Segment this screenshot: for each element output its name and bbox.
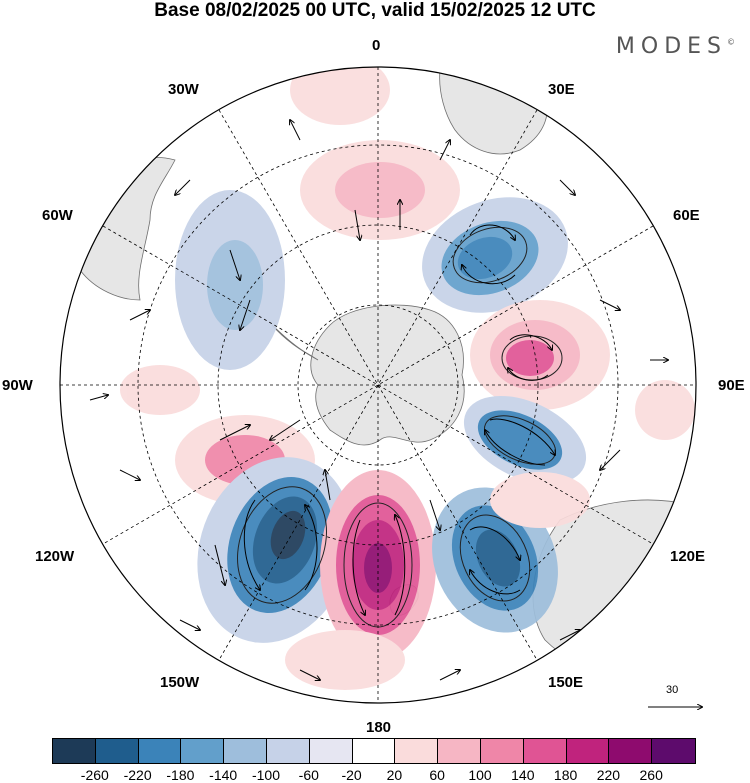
wind-vector (395, 515, 406, 616)
colorbar-segment (352, 739, 396, 763)
colorbar-segment (609, 739, 653, 763)
colorbar-tick-label: -180 (166, 767, 195, 783)
modes-logo: MODES© (616, 34, 735, 59)
wind-vector (119, 469, 140, 480)
lon-label-180: 180 (366, 719, 392, 736)
colorbar-tick-label: -220 (123, 767, 152, 783)
wind-vector (179, 619, 200, 630)
wind-vector (470, 570, 521, 595)
colorbar-tick-label: -140 (209, 767, 238, 783)
wind-vector (299, 669, 320, 680)
colorbar-segment (224, 739, 267, 763)
wind-vector (485, 430, 546, 466)
copyright-mark: © (727, 37, 735, 47)
colorbar-tick-label: 60 (429, 767, 445, 783)
colorbar-segment (566, 739, 610, 763)
wind-vector (559, 630, 580, 641)
wind-vector (290, 120, 301, 141)
wind-vector (305, 505, 318, 591)
colorbar-segment (395, 739, 439, 763)
wind-vector (599, 299, 620, 310)
colorbar-segment (309, 739, 353, 763)
colorbar-segment (480, 739, 524, 763)
colorbar-tick-label: 180 (553, 767, 578, 783)
wind-vector (600, 449, 621, 470)
colorbar-tick-label: 140 (511, 767, 535, 783)
colorbar-segment (53, 739, 96, 763)
colorbar-tick-label: 20 (386, 767, 403, 783)
wind-vector (469, 526, 520, 560)
wind-vector (214, 544, 225, 585)
wind-vector (325, 470, 331, 501)
lon-label-60w: 60W (42, 207, 73, 224)
wind-vector (559, 179, 575, 195)
wind-vector (489, 418, 555, 455)
wind-vector (89, 395, 108, 401)
colorbar (52, 738, 696, 764)
wind-vector (354, 209, 360, 240)
graticule (60, 67, 696, 703)
lon-label-120w: 120W (35, 548, 75, 565)
antarctica (310, 304, 465, 446)
wind-vector (175, 179, 191, 195)
wind-vectors (89, 120, 668, 681)
wind-vector (352, 519, 365, 615)
lon-label-30w: 30W (168, 81, 199, 98)
colorbar-tick-label: -20 (341, 767, 362, 783)
colorbar-tick-label: 260 (639, 767, 663, 783)
colorbar-segment (652, 739, 695, 763)
wind-vector (240, 299, 251, 330)
lon-label-30e: 30E (548, 81, 575, 98)
colorbar-segment (95, 739, 139, 763)
vector-scale-label: 30 (666, 684, 679, 696)
wind-vector (462, 265, 516, 285)
colorbar-segment (438, 739, 481, 763)
colorbar-segment (181, 739, 225, 763)
wind-vector (243, 499, 260, 590)
lon-label-0: 0 (372, 37, 381, 54)
lon-label-150w: 150W (160, 674, 200, 691)
lon-label-60e: 60E (673, 207, 700, 224)
colorbar-segment (523, 739, 567, 763)
wind-vector (509, 334, 552, 350)
wind-vector (219, 425, 250, 441)
lon-label-90w: 90W (2, 377, 33, 394)
lon-label-90e: 90E (718, 377, 745, 394)
wind-vector (129, 310, 150, 321)
wind-vector (229, 249, 240, 280)
colorbar-tick-label: -260 (80, 767, 109, 783)
wind-vector (469, 224, 515, 240)
colorbar-segment (266, 739, 310, 763)
lon-label-150e: 150E (548, 674, 584, 691)
wind-vector (439, 670, 460, 681)
colorbar-tick-label: -60 (298, 767, 319, 783)
map-title: Base 08/02/2025 00 UTC, valid 15/02/2025… (154, 0, 596, 21)
wind-vector (508, 368, 549, 381)
colorbar-segment (138, 739, 182, 763)
colorbar-tick-label: 100 (468, 767, 492, 783)
wind-vector (439, 140, 450, 161)
brand-name: MODES (615, 34, 727, 59)
colorbar-tick-label: 220 (596, 767, 621, 783)
lon-label-120e: 120E (670, 548, 706, 565)
wind-vector (270, 419, 301, 440)
colorbar-tick-label: -100 (251, 767, 281, 783)
wind-vector (429, 499, 440, 530)
